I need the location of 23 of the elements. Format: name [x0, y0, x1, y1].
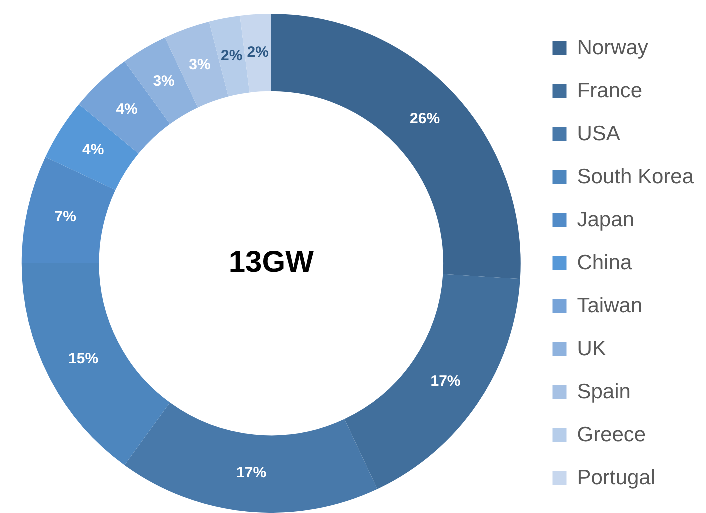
- legend-label: Spain: [577, 380, 631, 404]
- legend-label: China: [577, 251, 632, 274]
- data-label: 2%: [221, 48, 243, 65]
- data-label: 4%: [116, 100, 138, 118]
- data-label: 3%: [189, 56, 211, 74]
- legend-label: UK: [577, 337, 606, 360]
- data-label: 3%: [153, 73, 175, 90]
- data-label: 7%: [54, 208, 76, 226]
- legend-label: Japan: [577, 208, 634, 232]
- legend-label: Greece: [577, 423, 646, 446]
- data-label: 15%: [68, 350, 99, 368]
- legend-label: USA: [577, 122, 620, 146]
- legend-label: Norway: [577, 36, 649, 60]
- legend-label: Portugal: [577, 466, 656, 490]
- legend-label: Taiwan: [577, 294, 643, 318]
- text: 13GW: [228, 246, 315, 279]
- data-label: 17%: [430, 373, 461, 390]
- legend-label: South Korea: [577, 165, 694, 188]
- legend-label: France: [577, 79, 643, 102]
- data-label: 4%: [82, 142, 104, 159]
- data-label: 17%: [236, 464, 267, 482]
- data-label: 2%: [247, 44, 269, 62]
- data-label: 26%: [410, 110, 440, 128]
